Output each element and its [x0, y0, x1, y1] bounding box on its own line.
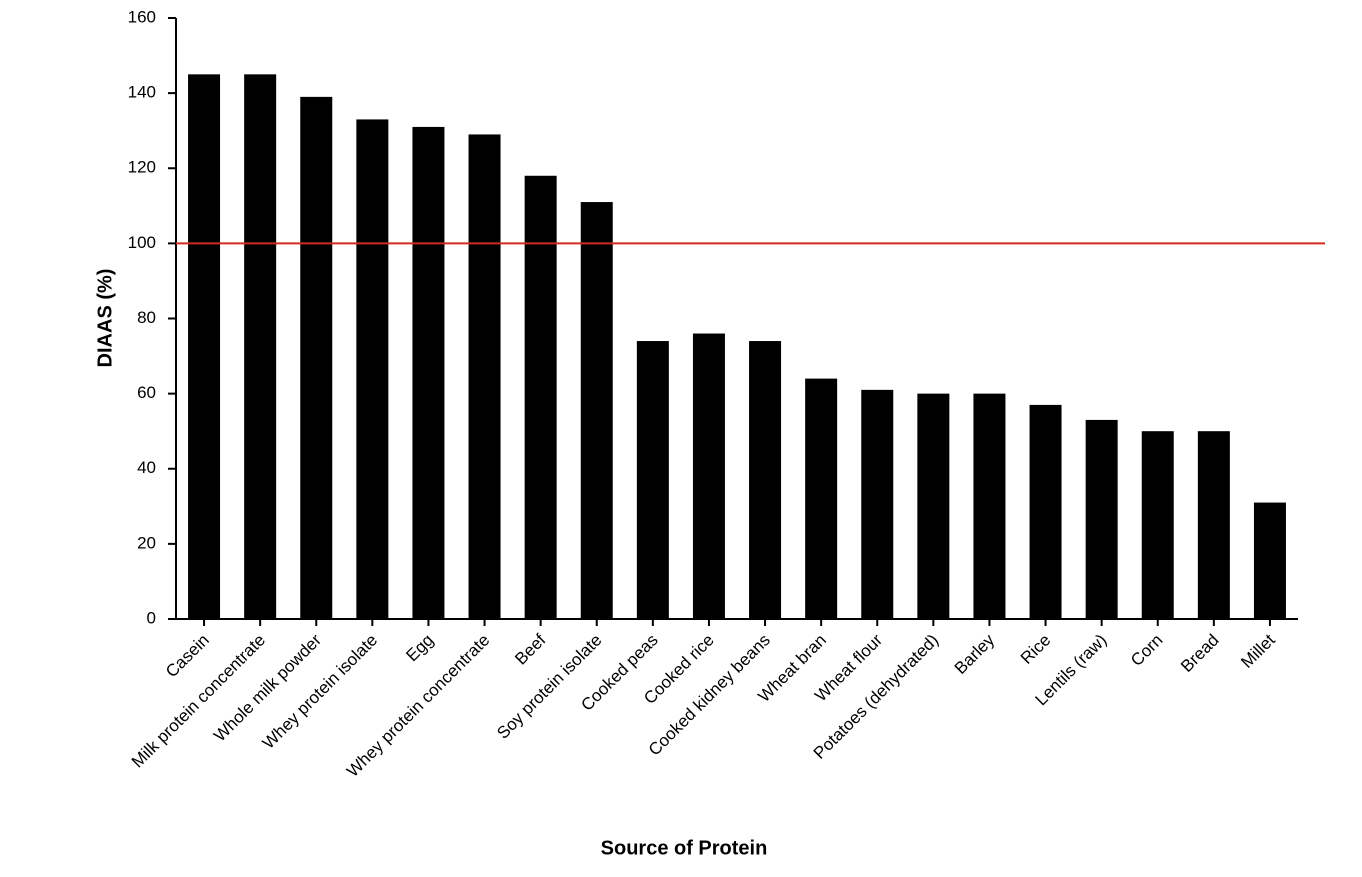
bar: [973, 393, 1006, 619]
bar: [1141, 431, 1174, 619]
y-tick-label: 160: [128, 7, 156, 26]
bar: [468, 134, 501, 619]
bar: [1197, 431, 1230, 619]
bar: [580, 202, 613, 619]
y-tick-label: 140: [128, 83, 156, 102]
bar: [356, 119, 389, 619]
y-tick-label: 20: [137, 533, 156, 552]
bar: [861, 389, 894, 619]
bar: [692, 333, 725, 619]
bar: [244, 74, 277, 619]
y-tick-label: 60: [137, 383, 156, 402]
bar: [636, 341, 669, 619]
y-tick-label: 40: [137, 458, 156, 477]
x-axis-title: Source of Protein: [601, 837, 768, 859]
bar: [1085, 419, 1118, 619]
bar: [188, 74, 221, 619]
bar: [1253, 502, 1286, 619]
y-tick-label: 100: [128, 233, 156, 252]
bar: [749, 341, 782, 619]
y-tick-label: 0: [147, 608, 156, 627]
y-tick-label: 120: [128, 158, 156, 177]
bar: [1029, 404, 1062, 619]
bar: [300, 96, 333, 620]
bar: [524, 175, 557, 619]
y-tick-label: 80: [137, 308, 156, 327]
y-axis-title: DIAAS (%): [94, 269, 116, 368]
bar: [805, 378, 838, 619]
bar: [917, 393, 950, 619]
bar: [412, 126, 445, 620]
